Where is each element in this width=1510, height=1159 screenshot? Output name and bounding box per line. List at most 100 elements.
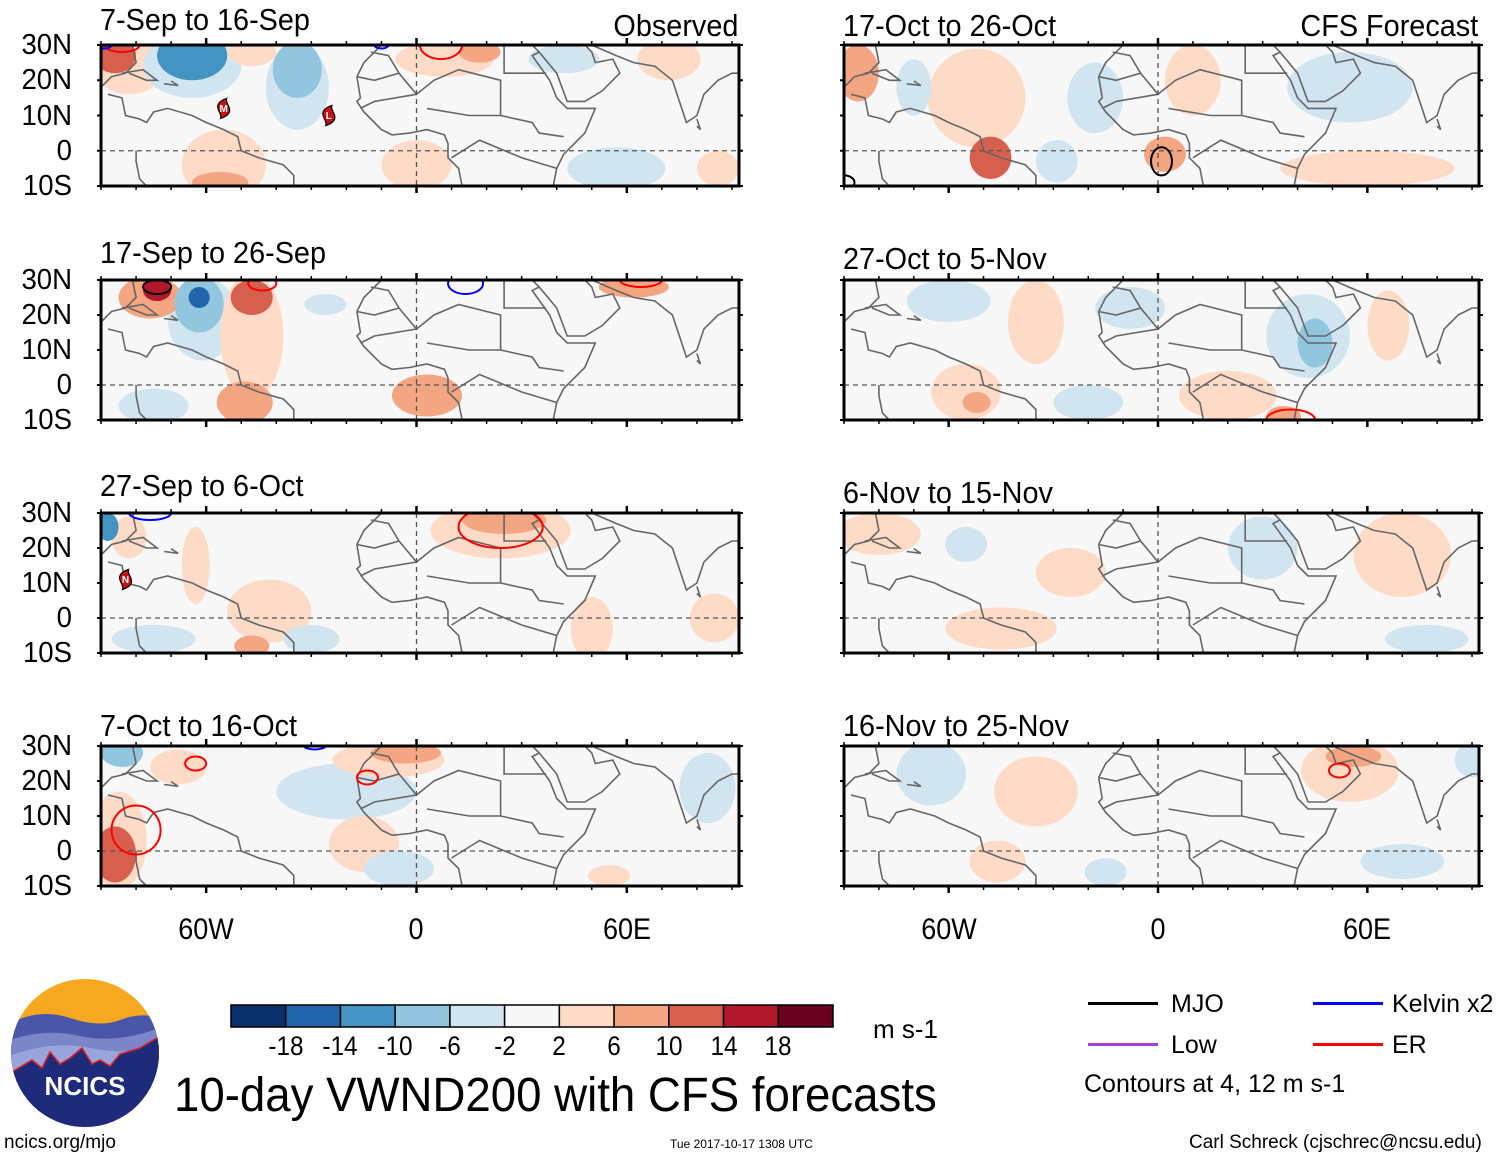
coastline	[360, 561, 417, 577]
anomaly-blob	[1095, 287, 1165, 329]
coastline	[121, 68, 160, 82]
anomaly-blob	[896, 59, 932, 116]
coastline	[426, 808, 564, 838]
map-panel-right-0	[840, 38, 1483, 193]
coastline	[356, 280, 382, 312]
coastline	[107, 561, 295, 653]
coastline	[878, 385, 890, 420]
coastline	[878, 851, 890, 886]
coastline	[398, 303, 502, 350]
coastline	[355, 544, 463, 653]
coastline	[451, 839, 557, 870]
anomaly-blob	[276, 763, 417, 820]
coastline	[451, 513, 597, 653]
coastline	[451, 139, 557, 170]
colorbar-swatch	[339, 1004, 396, 1028]
anomaly-blob	[1053, 385, 1124, 420]
contour-er	[247, 280, 278, 292]
column-tag-observed: Observed	[613, 8, 738, 43]
lat-tick-label: 30N	[21, 730, 72, 762]
coastline	[1192, 373, 1298, 404]
coastline	[1436, 118, 1442, 131]
coastline	[451, 45, 597, 186]
coastline	[1279, 45, 1362, 103]
colorbar-swatch	[722, 1004, 780, 1028]
coastline	[1244, 45, 1288, 74]
colorbar-tick-label: 10	[655, 1031, 683, 1061]
coastline	[1168, 808, 1305, 838]
legend-line-kelvin	[1313, 1002, 1383, 1005]
anomaly-blob	[927, 48, 1026, 148]
anomaly-blob	[230, 280, 273, 315]
website-link[interactable]: ncics.org/mjo	[4, 1132, 116, 1153]
panel-title-right-2: 6-Nov to 15-Nov	[843, 475, 1053, 510]
coastline	[633, 61, 739, 124]
map-panels: MLN	[97, 38, 1483, 893]
lat-tick-label: 0	[56, 369, 72, 401]
map-panel-right-1	[840, 273, 1483, 427]
lon-tick-label: 0	[408, 913, 424, 946]
legend-label-mjo: MJO	[1171, 990, 1224, 1018]
coastline	[878, 150, 890, 186]
lat-tick-label: 0	[56, 134, 72, 167]
anomaly-blob	[101, 513, 119, 541]
coastline	[850, 328, 1037, 420]
colorbar-swatch	[777, 1004, 834, 1028]
anomaly-blob	[111, 625, 196, 653]
colorbar-unit: m s-1	[873, 1014, 938, 1044]
contour-kelvin-x2	[101, 45, 113, 50]
coastline	[633, 762, 739, 825]
colorbar-tick-label: -2	[493, 1031, 516, 1061]
anomaly-blob	[157, 45, 228, 81]
lat-tick-label: 20N	[21, 532, 72, 564]
coastline	[360, 328, 417, 344]
coastline	[864, 536, 903, 549]
coastline	[1097, 280, 1124, 312]
colorbar-tick-label: 6	[607, 1031, 621, 1061]
coastline	[864, 303, 903, 316]
contour-er	[1327, 762, 1351, 779]
panel-title-right-3: 16-Nov to 25-Nov	[843, 708, 1069, 743]
coastline	[906, 781, 922, 788]
anomaly-blob	[567, 147, 666, 186]
lat-tick-label: 0	[56, 835, 72, 867]
map-panel-left-3	[97, 739, 743, 893]
panel-title-left-1: 17-Sep to 26-Sep	[100, 235, 327, 270]
map-panel-left-1	[97, 273, 743, 427]
coastline	[1374, 529, 1479, 592]
lat-tick-label: 10N	[21, 800, 72, 832]
coastline	[1374, 61, 1479, 124]
anomaly-blob	[1035, 548, 1106, 597]
anomaly-blob	[906, 280, 991, 322]
coastline	[398, 536, 502, 583]
anomaly-blob	[598, 280, 669, 298]
coastline	[1279, 280, 1362, 337]
coastline	[1097, 513, 1124, 545]
coastline	[538, 45, 621, 103]
logo-text: NCICS	[45, 1071, 126, 1101]
anomaly-blob	[1144, 136, 1186, 172]
coastline	[850, 561, 1037, 653]
anomaly-blob	[637, 45, 701, 81]
map-panel-right-3	[840, 739, 1483, 893]
contour-kelvin-x2	[303, 746, 327, 751]
coastline	[850, 794, 1037, 886]
coastline	[633, 296, 739, 359]
legend-label-er: ER	[1392, 1031, 1427, 1059]
coastline	[163, 315, 179, 322]
legend-line-low	[1088, 1043, 1158, 1046]
anomaly-blob	[370, 746, 442, 764]
coastline	[1279, 746, 1362, 803]
coastline	[1244, 746, 1288, 775]
coastline	[121, 303, 160, 316]
coastline	[1139, 68, 1243, 116]
legend-contour-note: Contours at 4, 12 m s-1	[1084, 1070, 1346, 1098]
coastline	[398, 68, 502, 116]
storm-label: M	[220, 104, 228, 115]
coastline	[696, 353, 702, 365]
anomaly-blob	[969, 840, 1026, 883]
coastline	[1168, 342, 1305, 372]
anomaly-blob	[227, 45, 277, 67]
coastline	[355, 311, 463, 420]
anomaly-blob	[1227, 516, 1298, 580]
